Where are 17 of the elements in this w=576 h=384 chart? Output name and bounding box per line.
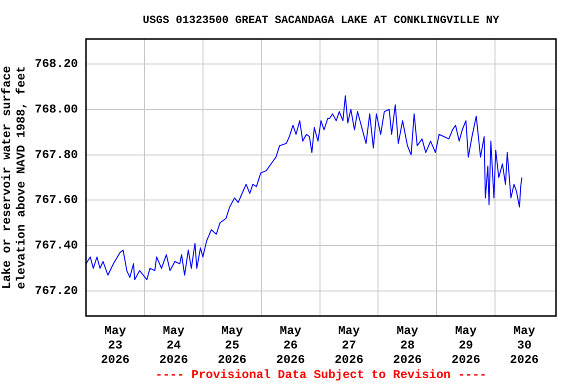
chart-title: USGS 01323500 GREAT SACANDAGA LAKE AT CONKLINGVILLE NY [142, 14, 500, 27]
x-tick-label: May 27 2026 [334, 324, 364, 368]
y-tick-label: 767.40 [34, 238, 78, 253]
x-tick-label: May 25 2026 [218, 324, 247, 368]
y-tick-label: 768.00 [34, 102, 78, 116]
x-tick-label: May 26 2026 [276, 324, 305, 368]
x-tick-label: May 28 2026 [393, 324, 422, 368]
y-tick-label: 767.20 [34, 284, 78, 298]
x-tick-label: May 24 2026 [159, 324, 188, 368]
y-tick-label: 767.60 [34, 193, 78, 208]
y-tick-label: 767.80 [34, 148, 78, 162]
x-tick-label: May 29 2026 [451, 324, 480, 368]
x-tick-label: May 30 2026 [510, 324, 539, 368]
text: ---- Provisional Data Subject to Revision ---- [155, 368, 487, 382]
x-tick-label: May 23 2026 [100, 324, 130, 368]
y-tick-label: 768.20 [34, 56, 78, 71]
y-axis-title: Lake or reservoir water surface elevation above NAVD 1988, feet [0, 66, 29, 290]
